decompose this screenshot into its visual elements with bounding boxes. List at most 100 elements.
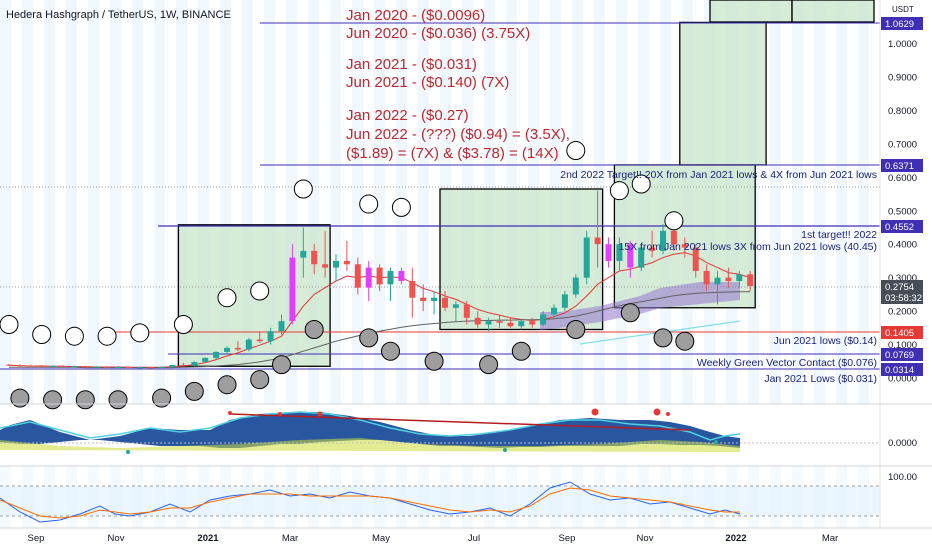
badge-bg-p6 bbox=[881, 363, 923, 376]
badge-bg-p5 bbox=[881, 348, 923, 361]
annotation-target2: 2nd 2022 Target!! 20X from Jan 2021 lows… bbox=[560, 169, 877, 181]
osc-green-dot bbox=[503, 448, 507, 452]
note-line-5: Jan 2022 - ($0.27) bbox=[346, 107, 469, 124]
badge-p5: 0.0769 bbox=[885, 350, 914, 361]
badge-bg-last bbox=[881, 280, 923, 304]
gray-circle-marker bbox=[424, 351, 444, 371]
candle-body bbox=[431, 297, 438, 302]
white-circle-marker bbox=[250, 281, 270, 301]
white-circle-marker bbox=[130, 323, 150, 343]
candle-body bbox=[27, 365, 34, 367]
candle-body bbox=[245, 339, 252, 350]
annotation-jan-lows: Jan 2021 Lows ($0.031) bbox=[764, 373, 877, 385]
time-stripe bbox=[836, 0, 847, 404]
gray-circle-marker bbox=[152, 388, 172, 408]
annotation-text: 2nd 2022 Target!! 20X from Jan 2021 lows… bbox=[560, 169, 877, 385]
candle-body bbox=[627, 244, 634, 268]
stoch-axis-tick: 100.00 bbox=[888, 472, 917, 483]
candle-body bbox=[180, 364, 187, 366]
time-stripe bbox=[154, 0, 165, 404]
osc-red-dot bbox=[653, 408, 661, 416]
time-tick-label: Mar bbox=[282, 533, 298, 544]
candle-body bbox=[496, 321, 503, 323]
candle-body bbox=[60, 365, 67, 367]
osc-dark-wave bbox=[0, 412, 740, 448]
price-axis-ticks: 1.0000 0.9000 0.8000 0.7000 0.6000 0.5000 0.40… bbox=[888, 39, 917, 385]
gray-circle-marker bbox=[10, 388, 30, 408]
green-box bbox=[709, 0, 793, 23]
candle-body bbox=[376, 267, 383, 285]
badge-p4: 0.1405 bbox=[885, 328, 914, 339]
gray-circle-marker bbox=[620, 303, 640, 323]
time-stripe bbox=[286, 0, 297, 404]
white-circle-marker bbox=[391, 197, 411, 217]
candle-body bbox=[616, 244, 623, 261]
candle-body bbox=[692, 247, 699, 271]
candle-body bbox=[333, 260, 339, 268]
badge-p3: 0.4552 bbox=[885, 222, 914, 233]
candle-body bbox=[398, 270, 405, 281]
candle-body bbox=[551, 307, 557, 315]
badge-p6: 0.0314 bbox=[885, 365, 914, 376]
stoch-pane: 100.00 bbox=[0, 472, 917, 523]
price-tick-label: 0.7000 bbox=[888, 139, 917, 150]
time-stripe bbox=[198, 0, 209, 404]
oscillator-pane: 0.0000 bbox=[0, 408, 917, 454]
gray-circle-marker bbox=[304, 319, 324, 339]
note-line-2: Jun 2020 - ($0.036) (3.75X) bbox=[346, 25, 530, 42]
candle-body bbox=[594, 237, 601, 245]
time-stripe bbox=[264, 0, 275, 404]
candle-body bbox=[224, 347, 230, 352]
annotation-jun-lows: Jun 2021 lows ($0.14) bbox=[774, 335, 877, 347]
chart-header-title: Hedera Hashgraph / TetherUS, 1W, BINANCE bbox=[6, 9, 231, 21]
candle-body bbox=[104, 366, 111, 368]
candle-body bbox=[725, 277, 732, 281]
candle-body bbox=[714, 277, 721, 285]
gray-circle-marker bbox=[381, 341, 400, 361]
candle-body bbox=[409, 280, 416, 298]
candle-body bbox=[660, 230, 666, 251]
candle-body bbox=[136, 367, 143, 369]
price-tick-label: 0.6000 bbox=[888, 173, 917, 184]
candle-body bbox=[191, 361, 198, 366]
candle-body bbox=[38, 365, 45, 367]
white-circle-marker bbox=[631, 174, 651, 194]
candle-body bbox=[703, 270, 710, 285]
circle-markers bbox=[0, 141, 695, 410]
time-stripe bbox=[792, 0, 803, 404]
candle-body bbox=[93, 366, 100, 368]
candle-body bbox=[747, 274, 754, 287]
candle-body bbox=[71, 366, 78, 368]
osc-yellow-band bbox=[0, 438, 740, 452]
price-tick-label: 0.0000 bbox=[888, 374, 917, 385]
note-line-4: Jun 2021 - ($0.140) (7X) bbox=[346, 74, 509, 91]
time-tick-label: Sep bbox=[559, 533, 576, 544]
annotation-target1a: 1st target!! 2022 bbox=[801, 229, 877, 241]
candle-body bbox=[529, 321, 536, 325]
price-tick-label: 0.9000 bbox=[888, 72, 917, 83]
time-stripe bbox=[22, 0, 33, 404]
time-stripe bbox=[44, 0, 55, 404]
price-tick-label: 0.3000 bbox=[888, 273, 917, 284]
price-tick-label: 0.1000 bbox=[888, 340, 917, 351]
time-stripe bbox=[132, 0, 143, 404]
candle-body bbox=[442, 297, 448, 308]
candles bbox=[6, 190, 754, 369]
osc-red-dot bbox=[591, 408, 599, 416]
candle-body bbox=[115, 366, 121, 368]
badge-p1: 1.0629 bbox=[885, 19, 914, 30]
time-stripe bbox=[374, 0, 385, 404]
time-tick-label: 2022 bbox=[725, 533, 746, 544]
note-line-3: Jan 2021 - ($0.031) bbox=[346, 56, 477, 73]
candle-body bbox=[387, 270, 394, 285]
white-circle-marker bbox=[664, 211, 684, 231]
white-circle-marker bbox=[97, 326, 117, 346]
white-circle-marker bbox=[359, 194, 379, 214]
time-tick-label: 2021 bbox=[197, 533, 219, 544]
candle-body bbox=[234, 347, 241, 350]
badge-p2: 0.6371 bbox=[885, 161, 914, 172]
gray-circle-marker bbox=[359, 328, 379, 348]
note-line-1: Jan 2020 - ($0.0096) bbox=[346, 7, 485, 24]
time-tick-label: Nov bbox=[108, 533, 125, 544]
